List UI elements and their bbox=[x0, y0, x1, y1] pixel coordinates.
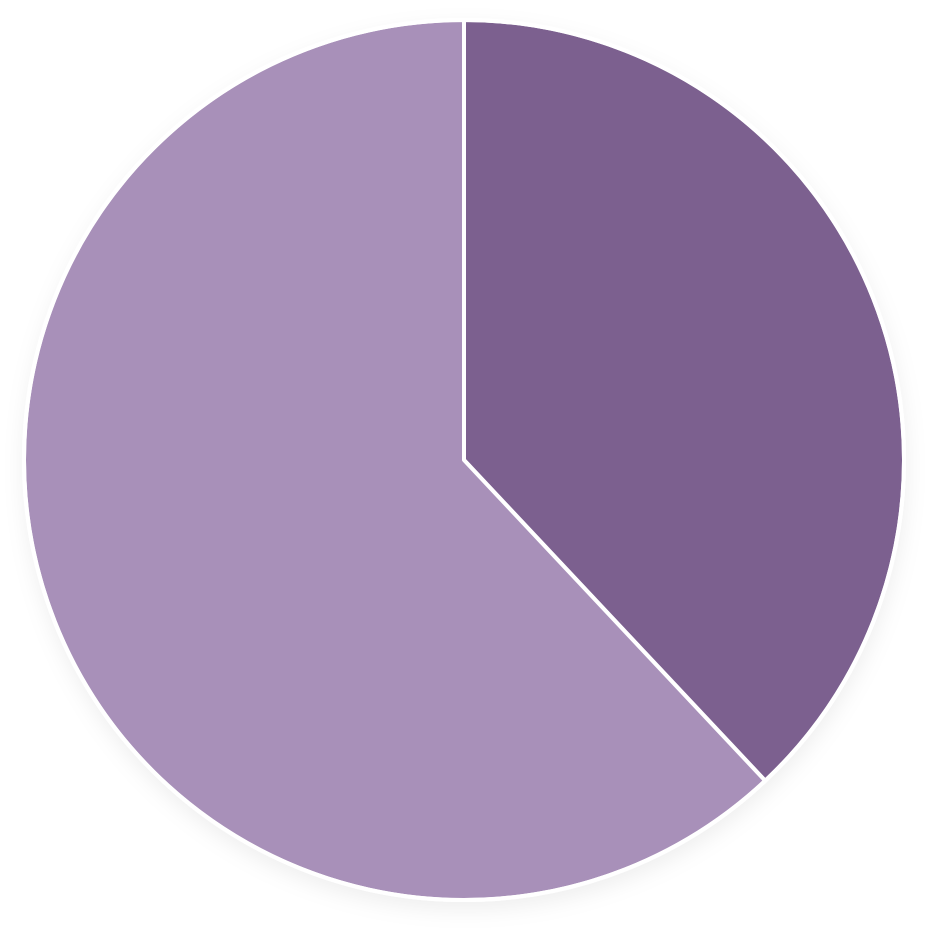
pie-chart-svg bbox=[0, 0, 928, 928]
pie-chart bbox=[0, 0, 928, 928]
